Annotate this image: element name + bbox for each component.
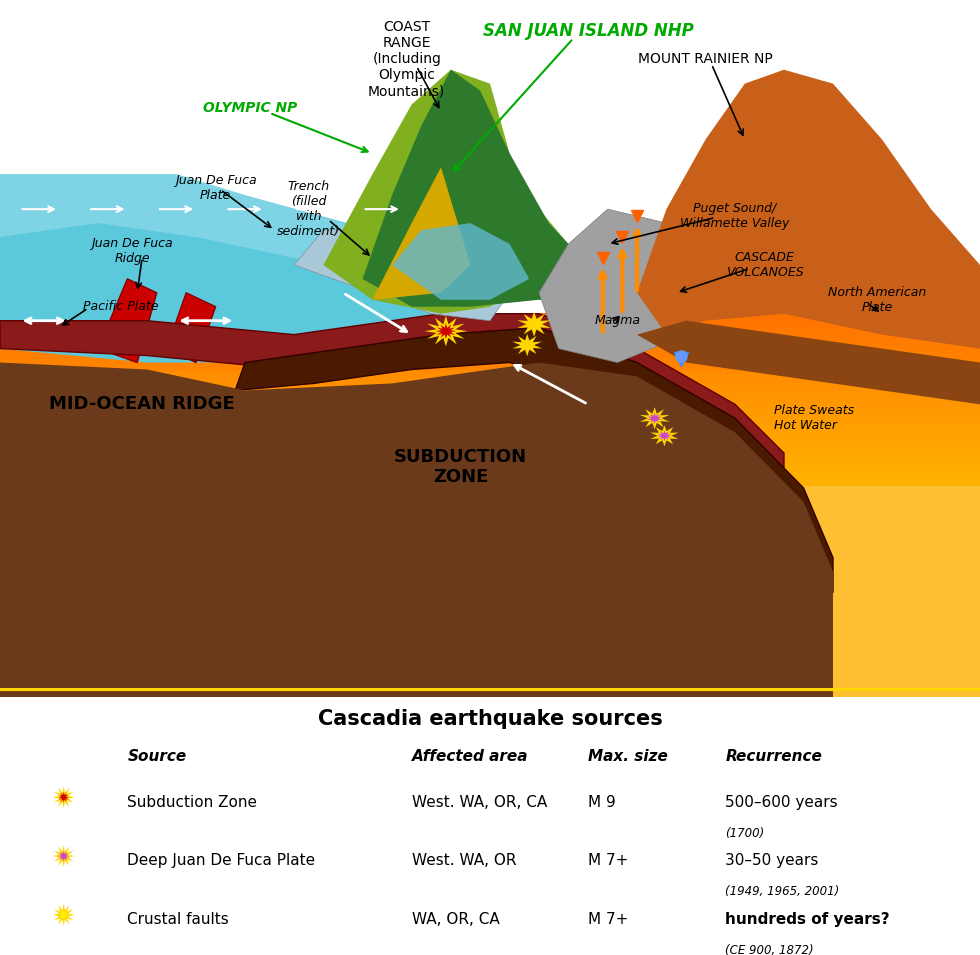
Polygon shape bbox=[525, 318, 543, 330]
Polygon shape bbox=[392, 223, 529, 300]
Text: SAN JUAN ISLAND NHP: SAN JUAN ISLAND NHP bbox=[482, 22, 694, 40]
Polygon shape bbox=[323, 70, 568, 313]
Polygon shape bbox=[0, 418, 833, 697]
Polygon shape bbox=[167, 293, 216, 363]
Polygon shape bbox=[424, 316, 467, 347]
Text: M 7+: M 7+ bbox=[588, 912, 628, 927]
Text: Trench
(filled
with
sediment): Trench (filled with sediment) bbox=[277, 180, 340, 238]
Polygon shape bbox=[53, 786, 74, 809]
Text: CASCADE
VOLCANOES: CASCADE VOLCANOES bbox=[725, 251, 804, 279]
Text: hundreds of years?: hundreds of years? bbox=[725, 912, 890, 927]
Polygon shape bbox=[647, 413, 662, 424]
Text: West. WA, OR: West. WA, OR bbox=[412, 854, 516, 868]
Text: 500–600 years: 500–600 years bbox=[725, 795, 838, 810]
Text: Crustal faults: Crustal faults bbox=[127, 912, 229, 927]
Text: Cascadia earthquake sources: Cascadia earthquake sources bbox=[318, 709, 662, 729]
Text: Deep Juan De Fuca Plate: Deep Juan De Fuca Plate bbox=[127, 854, 316, 868]
Text: WA, OR, CA: WA, OR, CA bbox=[412, 912, 500, 927]
Polygon shape bbox=[58, 792, 70, 803]
Polygon shape bbox=[539, 209, 706, 363]
Text: (CE 900, 1872): (CE 900, 1872) bbox=[725, 944, 813, 955]
Text: (1949, 1965, 2001): (1949, 1965, 2001) bbox=[725, 885, 840, 899]
Polygon shape bbox=[651, 425, 678, 446]
Polygon shape bbox=[0, 313, 784, 488]
Text: M 7+: M 7+ bbox=[588, 854, 628, 868]
Text: 30–50 years: 30–50 years bbox=[725, 854, 818, 868]
Text: North American
Plate: North American Plate bbox=[828, 286, 926, 314]
Polygon shape bbox=[0, 363, 833, 697]
Polygon shape bbox=[637, 70, 980, 349]
Polygon shape bbox=[435, 324, 457, 339]
Text: Source: Source bbox=[127, 749, 186, 764]
Polygon shape bbox=[53, 845, 74, 867]
Polygon shape bbox=[372, 167, 470, 300]
Polygon shape bbox=[517, 311, 551, 337]
Text: Affected area: Affected area bbox=[412, 749, 528, 764]
Text: Juan De Fuca
Plate: Juan De Fuca Plate bbox=[174, 174, 257, 202]
Text: M 9: M 9 bbox=[588, 795, 615, 810]
Text: OLYMPIC NP: OLYMPIC NP bbox=[203, 101, 297, 115]
Polygon shape bbox=[235, 328, 833, 592]
Polygon shape bbox=[513, 334, 542, 356]
Polygon shape bbox=[98, 279, 157, 363]
Text: Puget Sound/
Willamette Valley: Puget Sound/ Willamette Valley bbox=[680, 202, 790, 230]
Text: MOUNT RAINIER NP: MOUNT RAINIER NP bbox=[638, 53, 773, 66]
Polygon shape bbox=[294, 230, 510, 321]
Text: SUBDUCTION
ZONE: SUBDUCTION ZONE bbox=[394, 448, 527, 486]
Text: West. WA, OR, CA: West. WA, OR, CA bbox=[412, 795, 547, 810]
Polygon shape bbox=[53, 903, 74, 926]
Text: Subduction Zone: Subduction Zone bbox=[127, 795, 258, 810]
Polygon shape bbox=[658, 431, 671, 441]
Polygon shape bbox=[363, 70, 637, 307]
Polygon shape bbox=[58, 851, 70, 861]
Text: Recurrence: Recurrence bbox=[725, 749, 822, 764]
Text: Magma: Magma bbox=[595, 314, 640, 328]
Polygon shape bbox=[0, 174, 490, 363]
Polygon shape bbox=[637, 321, 980, 404]
Text: COAST
RANGE
(Including
Olympic
Mountains): COAST RANGE (Including Olympic Mountains… bbox=[368, 20, 445, 98]
Polygon shape bbox=[640, 407, 669, 430]
Polygon shape bbox=[58, 909, 70, 921]
Text: Pacific Plate: Pacific Plate bbox=[83, 300, 159, 313]
Text: Juan De Fuca
Ridge: Juan De Fuca Ridge bbox=[91, 237, 173, 265]
Polygon shape bbox=[519, 340, 535, 350]
Text: (1700): (1700) bbox=[725, 827, 764, 839]
Polygon shape bbox=[0, 174, 412, 279]
Text: Plate Sweats
Hot Water: Plate Sweats Hot Water bbox=[774, 404, 855, 433]
Text: Max. size: Max. size bbox=[588, 749, 668, 764]
Text: MID-OCEAN RIDGE: MID-OCEAN RIDGE bbox=[49, 395, 235, 414]
